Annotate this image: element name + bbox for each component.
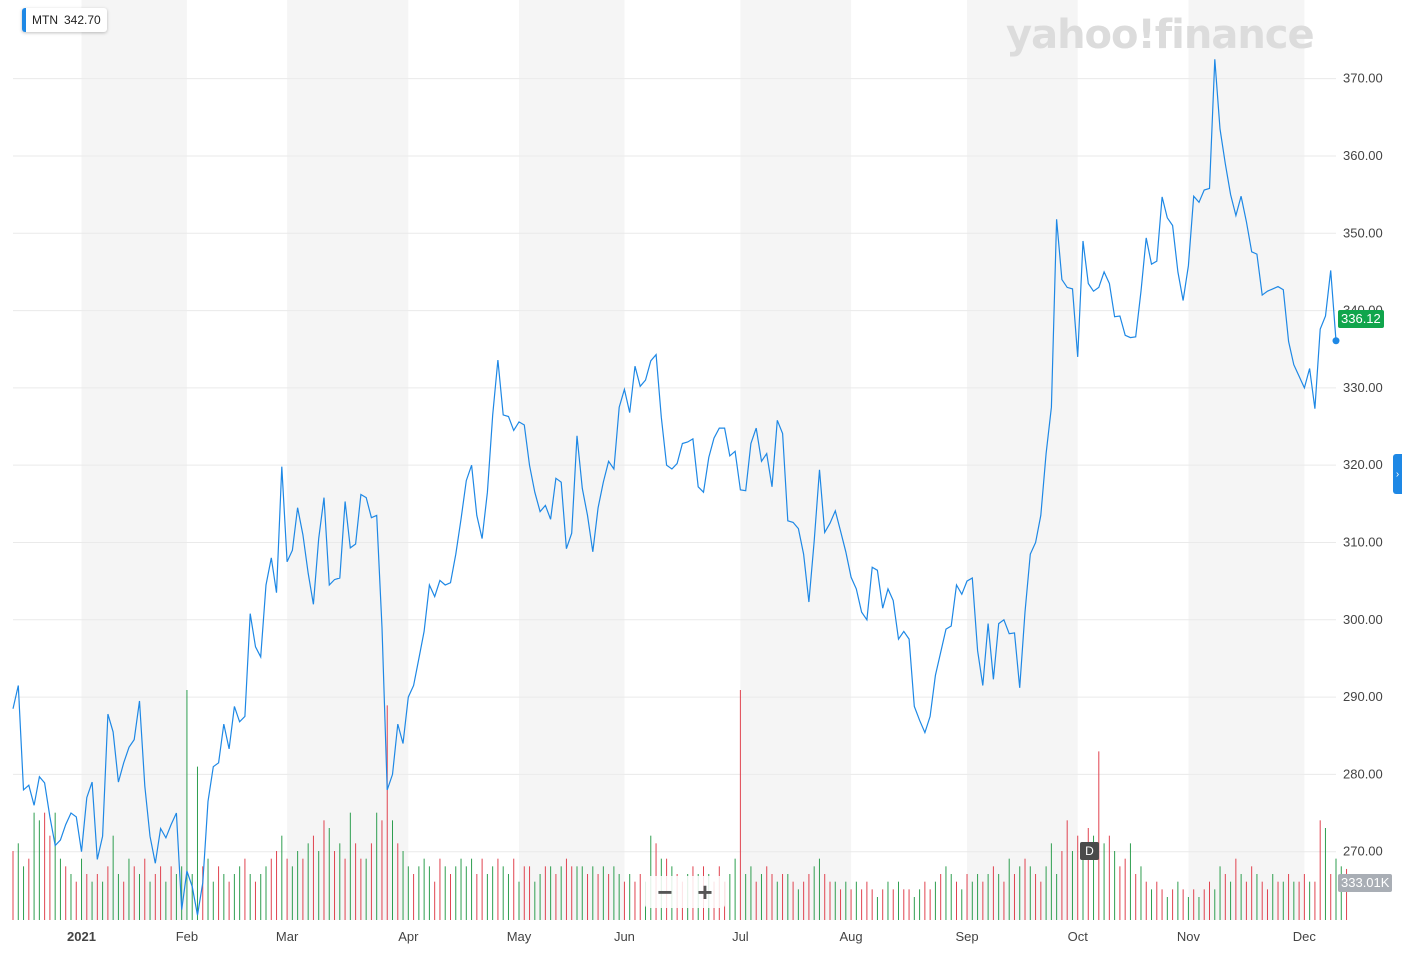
chevron-right-icon: › [1395,468,1400,480]
ticker-price: 342.70 [64,13,101,27]
zoom-in-button[interactable]: + [697,876,713,907]
x-tick-label: Dec [1293,929,1317,944]
y-tick-label: 370.00 [1343,71,1383,86]
y-tick-label: 300.00 [1343,612,1383,627]
month-band [81,0,187,920]
y-tick-label: 350.00 [1343,225,1383,240]
price-line [12,59,1337,916]
side-panel-toggle[interactable]: › [1393,454,1402,494]
month-band [967,0,1078,920]
month-band [519,0,625,920]
x-tick-label: Feb [176,929,198,944]
x-tick-label: Jul [732,929,749,944]
x-tick-label: Jun [614,929,635,944]
last-price-point [1332,337,1340,345]
x-tick-label: Sep [955,929,978,944]
month-band [287,0,409,920]
x-tick-label: Aug [840,929,863,944]
x-tick-label: Oct [1068,929,1089,944]
gridlines [13,78,1336,853]
y-tick-label: 270.00 [1343,844,1383,859]
x-tick-label: Mar [276,929,299,944]
y-tick-label: 330.00 [1343,380,1383,395]
month-bands [81,0,1305,920]
y-axis-labels: 270.00 280.00 290.00 300.00 310.00 320.00 330.… [1343,71,1383,859]
x-tick-label: Nov [1177,929,1201,944]
month-band [740,0,852,920]
y-tick-label: 320.00 [1343,457,1383,472]
volume-badge: 333.01K [1338,874,1393,892]
x-tick-label: 2021 [67,929,96,944]
x-axis-labels: 2021 Feb Mar Apr May Jun Jul Aug Sep Oct Nov Dec [67,929,1316,944]
zoom-out-button[interactable]: − [657,876,673,907]
ticker-symbol: MTN [32,13,58,27]
zoom-controls: − + [645,876,725,908]
month-band [1188,0,1305,920]
yahoo-finance-logo: yahoo!finance [1006,12,1315,58]
x-tick-label: Apr [398,929,419,944]
x-tick-label: May [507,929,532,944]
dividend-marker[interactable]: D [1080,842,1099,860]
ticker-badge[interactable]: MTN 342.70 [22,8,107,32]
current-price-badge: 336.12 [1338,310,1384,328]
y-tick-label: 290.00 [1343,689,1383,704]
y-tick-label: 280.00 [1343,766,1383,781]
y-tick-label: 360.00 [1343,148,1383,163]
y-tick-label: 310.00 [1343,534,1383,549]
